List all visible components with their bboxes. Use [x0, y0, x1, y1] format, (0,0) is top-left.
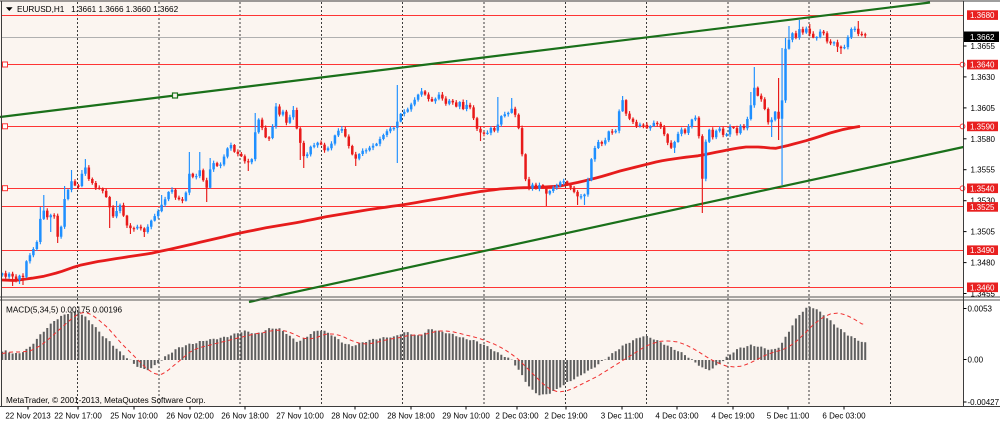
- svg-text:1.3662: 1.3662: [970, 33, 995, 42]
- svg-text:2 Dec 19:00: 2 Dec 19:00: [544, 412, 588, 421]
- svg-text:2 Dec 03:00: 2 Dec 03:00: [495, 412, 539, 421]
- svg-text:1.3540: 1.3540: [970, 184, 995, 193]
- svg-text:4 Dec 19:00: 4 Dec 19:00: [711, 412, 755, 421]
- svg-text:6 Dec 03:00: 6 Dec 03:00: [822, 412, 866, 421]
- svg-text:1.3460: 1.3460: [970, 283, 995, 292]
- svg-text:1.3505: 1.3505: [971, 228, 996, 237]
- svg-text:1.3605: 1.3605: [971, 104, 996, 113]
- svg-text:26 Nov 18:00: 26 Nov 18:00: [221, 412, 269, 421]
- svg-text:0.00: 0.00: [968, 356, 984, 365]
- svg-text:25 Nov 10:00: 25 Nov 10:00: [110, 412, 158, 421]
- svg-text:28 Nov 02:00: 28 Nov 02:00: [331, 412, 379, 421]
- svg-text:4 Dec 03:00: 4 Dec 03:00: [655, 412, 699, 421]
- svg-text:MACD(5,34,5) 0.00175 0.00196: MACD(5,34,5) 0.00175 0.00196: [6, 306, 123, 315]
- svg-text:1.3655: 1.3655: [971, 42, 996, 51]
- svg-text:EURUSD,H1 1.3661 1.3666 1.36: EURUSD,H1 1.3661 1.3666 1.3660 1.3662: [17, 5, 179, 14]
- svg-text:22 Nov 2013: 22 Nov 2013: [5, 412, 51, 421]
- svg-text:1.3455: 1.3455: [971, 290, 996, 299]
- svg-text:1.3530: 1.3530: [971, 197, 996, 206]
- svg-text:5 Dec 11:00: 5 Dec 11:00: [767, 412, 810, 421]
- svg-text:1.3580: 1.3580: [971, 135, 996, 144]
- svg-text:26 Nov 02:00: 26 Nov 02:00: [166, 412, 214, 421]
- svg-text:1.3590: 1.3590: [970, 122, 995, 131]
- svg-text:1.3490: 1.3490: [970, 246, 995, 255]
- svg-text:3 Dec 11:00: 3 Dec 11:00: [601, 412, 644, 421]
- svg-text:29 Nov 10:00: 29 Nov 10:00: [442, 412, 490, 421]
- svg-text:MetaTrader, © 2001-2013, MetaQ: MetaTrader, © 2001-2013, MetaQuotes Soft…: [6, 396, 206, 405]
- svg-text:1.3525: 1.3525: [970, 203, 995, 212]
- svg-text:0.0053: 0.0053: [968, 305, 993, 314]
- svg-text:1.3555: 1.3555: [971, 166, 996, 175]
- svg-text:1.3640: 1.3640: [970, 61, 995, 70]
- svg-text:28 Nov 18:00: 28 Nov 18:00: [387, 412, 435, 421]
- svg-text:22 Nov 17:00: 22 Nov 17:00: [54, 412, 102, 421]
- svg-text:1.3630: 1.3630: [971, 73, 996, 82]
- svg-text:1.3480: 1.3480: [971, 259, 996, 268]
- svg-text:-0.00427: -0.00427: [968, 398, 1000, 407]
- svg-text:1.3680: 1.3680: [970, 11, 995, 20]
- svg-text:27 Nov 10:00: 27 Nov 10:00: [276, 412, 324, 421]
